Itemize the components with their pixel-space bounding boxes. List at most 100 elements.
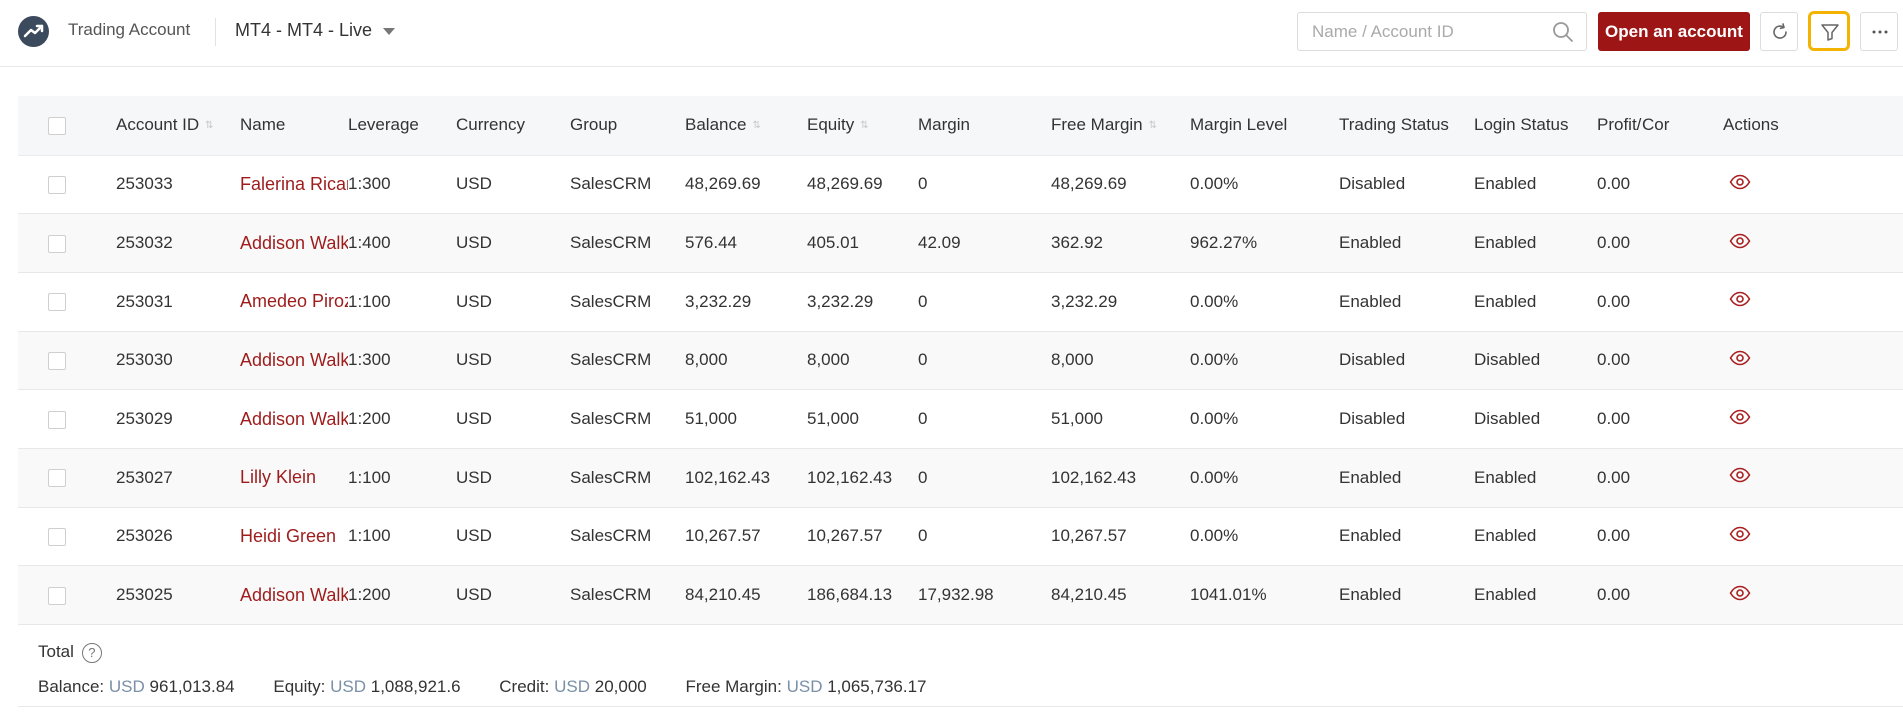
total-value: 961,013.84	[149, 677, 235, 696]
cell-balance: 10,267.57	[685, 507, 807, 567]
cell-group: SalesCRM	[570, 272, 685, 332]
account-name-link[interactable]: Lilly Klein	[240, 467, 317, 488]
row-checkbox[interactable]	[48, 469, 66, 488]
sort-icon[interactable]: ⇅	[860, 120, 869, 132]
page-title: Trading Account	[68, 20, 191, 39]
open-account-button[interactable]: Open an account	[1598, 12, 1750, 51]
refresh-button[interactable]	[1760, 12, 1798, 51]
cell-name: Falerina Ricard	[240, 155, 348, 215]
cell-name: Addison Walker	[240, 331, 348, 391]
cell-margin: 0	[918, 272, 1051, 332]
col-label: Actions	[1723, 115, 1779, 135]
cell-leverage: 1:400	[348, 213, 456, 273]
row-checkbox[interactable]	[48, 234, 66, 253]
cell-actions	[1723, 331, 1903, 391]
row-select-cell	[18, 155, 116, 215]
account-name-link[interactable]: Addison Walker	[240, 232, 348, 253]
col-free-margin[interactable]: Free Margin ⇅	[1051, 96, 1190, 156]
filter-button[interactable]	[1808, 11, 1850, 51]
cell-balance: 8,000	[685, 331, 807, 391]
cell-name: Heidi Green	[240, 507, 348, 567]
sort-icon[interactable]: ⇅	[205, 120, 214, 132]
col-label: Margin Level	[1190, 115, 1288, 135]
cell-free-margin: 51,000	[1051, 389, 1190, 449]
cell-margin: 0	[918, 331, 1051, 391]
total-balance: Balance: USD 961,013.84	[38, 677, 235, 696]
account-name-link[interactable]: Heidi Green	[240, 525, 337, 546]
cell-margin: 0	[918, 448, 1051, 508]
account-name-link[interactable]: Addison Walker	[240, 584, 348, 605]
view-eye-icon[interactable]	[1729, 585, 1751, 606]
cell-login-status: Enabled	[1474, 507, 1597, 567]
row-checkbox[interactable]	[48, 410, 66, 429]
cell-pl: 0.00	[1597, 272, 1642, 332]
row-checkbox[interactable]	[48, 175, 66, 194]
view-eye-icon[interactable]	[1729, 467, 1751, 488]
sort-icon[interactable]: ⇅	[1148, 120, 1158, 132]
col-balance[interactable]: Balance ⇅	[685, 96, 807, 156]
col-equity[interactable]: Equity ⇅	[807, 96, 918, 156]
cell-free-margin: 102,162.43	[1051, 448, 1190, 508]
view-eye-icon[interactable]	[1729, 291, 1751, 312]
search-input[interactable]	[1312, 21, 1532, 43]
trending-up-logo-icon	[18, 16, 49, 47]
select-all-checkbox[interactable]	[48, 116, 66, 135]
total-currency: USD	[330, 677, 366, 696]
cell-actions	[1723, 213, 1903, 273]
view-eye-icon[interactable]	[1729, 409, 1751, 430]
cell-id: 253025	[116, 565, 240, 625]
cell-trading-status: Disabled	[1339, 389, 1474, 449]
total-currency: USD	[554, 677, 590, 696]
platform-select[interactable]: MT4 - MT4 - Live	[235, 20, 373, 40]
cell-currency: USD	[456, 389, 570, 449]
account-name-link[interactable]: Addison Walker	[240, 349, 348, 370]
cell-comment	[1642, 272, 1723, 332]
cell-trading-status: Enabled	[1339, 448, 1474, 508]
cell-margin-level: 0.00%	[1190, 389, 1339, 449]
cell-equity: 8,000	[807, 331, 918, 391]
cell-pl: 0.00	[1597, 155, 1642, 215]
total-label: Total	[38, 642, 74, 661]
view-eye-icon[interactable]	[1729, 526, 1751, 547]
search-icon[interactable]	[1552, 21, 1574, 43]
more-options-button[interactable]	[1860, 12, 1898, 51]
row-checkbox[interactable]	[48, 586, 66, 605]
cell-name: Amedeo Pirozzi	[240, 272, 348, 332]
account-name-link[interactable]: Addison Walker	[240, 408, 348, 429]
cell-leverage: 1:200	[348, 565, 456, 625]
row-checkbox[interactable]	[48, 293, 66, 312]
account-name-link[interactable]: Falerina Ricard	[240, 173, 348, 194]
col-label: Currency	[456, 115, 525, 135]
account-name-link[interactable]: Amedeo Pirozzi	[240, 291, 348, 312]
cell-currency: USD	[456, 155, 570, 215]
cell-equity: 3,232.29	[807, 272, 918, 332]
view-eye-icon[interactable]	[1729, 350, 1751, 371]
table-header-row: Account ID ⇅ Name Leverage Currency Group…	[18, 96, 1903, 156]
col-label: Leverage	[348, 115, 419, 135]
col-label: Free Margin	[1051, 115, 1143, 135]
cell-margin-level: 0.00%	[1190, 448, 1339, 508]
cell-id: 253033	[116, 155, 240, 215]
row-checkbox[interactable]	[48, 351, 66, 370]
cell-name: Addison Walker	[240, 213, 348, 273]
cell-login-status: Enabled	[1474, 565, 1597, 625]
cell-margin: 0	[918, 155, 1051, 215]
cell-pl: 0.00	[1597, 565, 1642, 625]
col-account-id[interactable]: Account ID ⇅	[116, 96, 240, 156]
col-actions: Actions	[1723, 96, 1903, 156]
chevron-down-icon[interactable]	[383, 28, 395, 35]
cell-actions	[1723, 565, 1903, 625]
view-eye-icon[interactable]	[1729, 233, 1751, 254]
cell-name: Addison Walker	[240, 389, 348, 449]
cell-margin-level: 0.00%	[1190, 507, 1339, 567]
help-icon[interactable]: ?	[81, 642, 102, 663]
cell-trading-status: Enabled	[1339, 565, 1474, 625]
sort-icon[interactable]: ⇅	[752, 120, 761, 132]
search-box[interactable]	[1297, 12, 1587, 51]
row-checkbox[interactable]	[48, 527, 66, 546]
cell-balance: 51,000	[685, 389, 807, 449]
view-eye-icon[interactable]	[1729, 174, 1751, 195]
